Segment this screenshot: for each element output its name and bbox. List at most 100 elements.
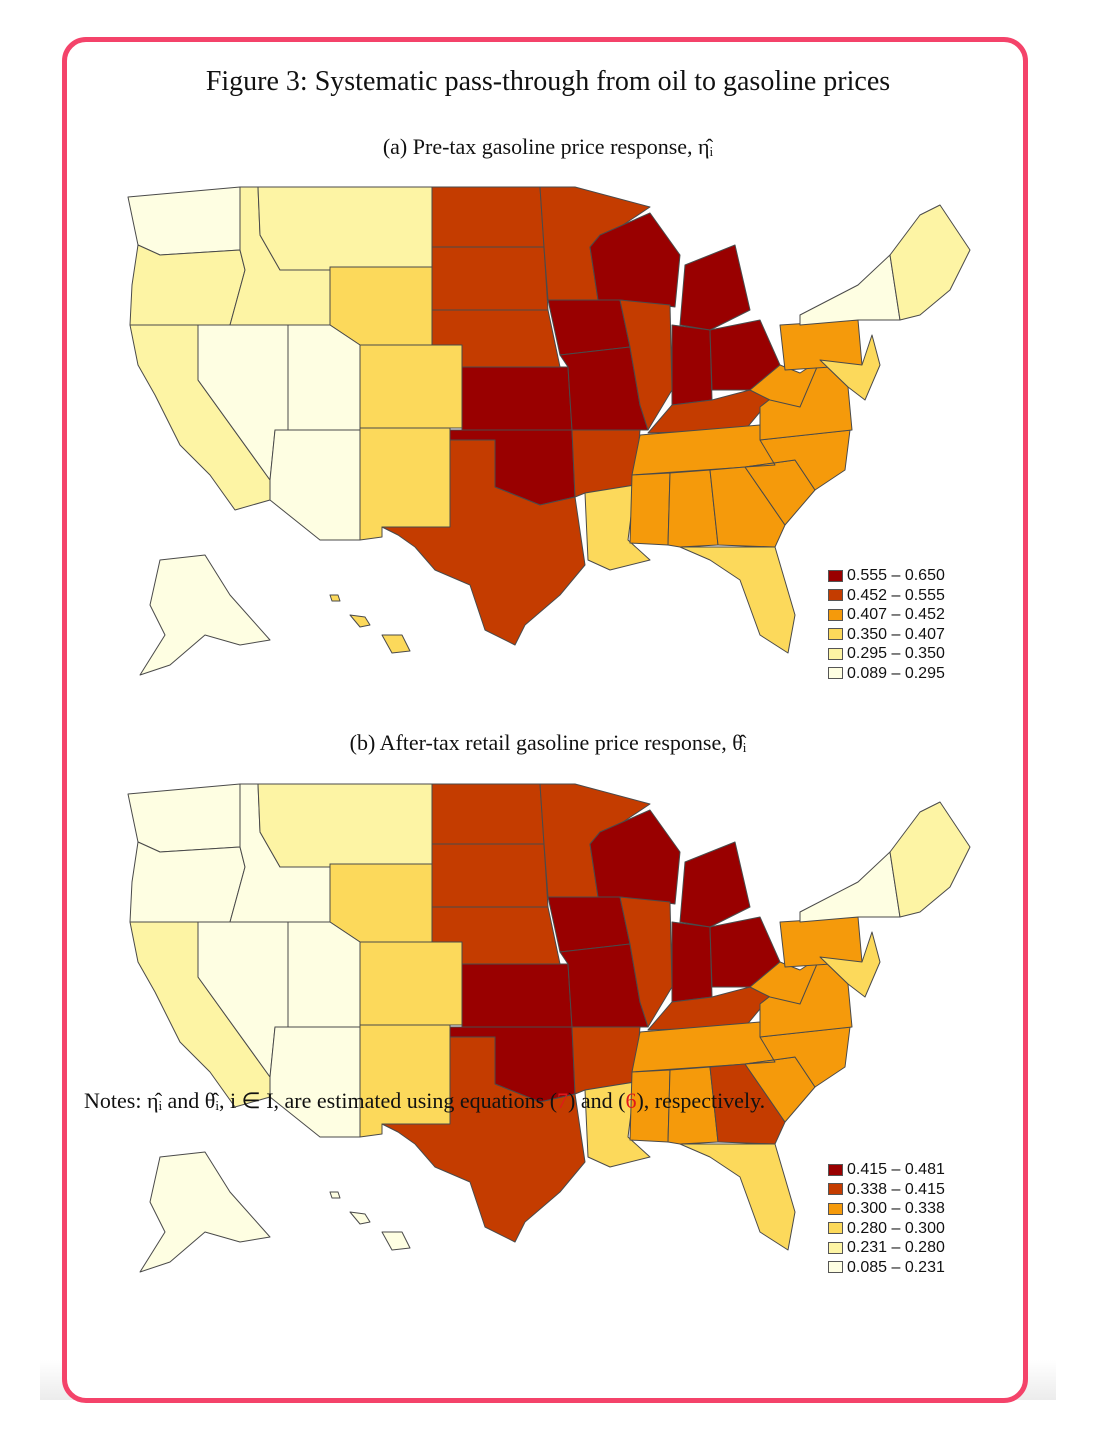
panel-a-state-ak [139, 554, 271, 676]
legend-label: 0.295 – 0.350 [847, 645, 945, 662]
legend-row: 0.407 – 0.452 [828, 605, 945, 625]
panel-b-state-nd [431, 783, 545, 845]
panel-a-state-nd [431, 186, 545, 248]
legend-label: 0.300 – 0.338 [847, 1200, 945, 1217]
panel-a-map [127, 186, 971, 676]
legend-swatch [828, 628, 843, 641]
panel-a-state-mi [679, 244, 751, 331]
legend-row: 0.338 – 0.415 [828, 1180, 945, 1200]
panel-b-state-tx [381, 1036, 586, 1243]
legend-swatch [828, 569, 843, 582]
panel-a-state-sd [431, 246, 549, 311]
legend-label: 0.407 – 0.452 [847, 606, 945, 623]
legend-label: 0.231 – 0.280 [847, 1239, 945, 1256]
legend-swatch [828, 1222, 843, 1235]
legend-swatch [828, 647, 843, 660]
panel-b-state-wy [329, 863, 433, 943]
panel-a-state-ut [287, 324, 361, 431]
legend-swatch [828, 608, 843, 621]
panel-b-state-pa [779, 916, 863, 968]
panel-b-state-ga [709, 1063, 786, 1145]
legend-label: 0.452 – 0.555 [847, 586, 945, 604]
panel-b-state-ut [287, 921, 361, 1028]
panel-b-state-il [619, 896, 673, 1028]
panel-b-caption: (b) After-tax retail gasoline price resp… [349, 730, 747, 755]
legend-row: 0.300 – 0.338 [828, 1199, 945, 1219]
panel-a-caption: (a) Pre-tax gasoline price response, η̂ᵢ [382, 134, 714, 159]
legend-swatch [828, 667, 843, 680]
legend-row: 0.452 – 0.555 [828, 586, 945, 606]
panel-a-state-nm [359, 427, 451, 541]
panel-a-state-hi [329, 594, 411, 654]
panel-a-legend: 0.555 – 0.650 0.452 – 0.555 0.407 – 0.452 0… [828, 566, 945, 683]
notes-prefix: Notes: η̂ᵢ and θ̂ᵢ, i ∈ I, are estimated… [84, 1088, 558, 1113]
panel-b-state-az [269, 1026, 361, 1138]
panel-a-state-in [671, 324, 713, 406]
panel-b-state-fl [679, 1143, 796, 1251]
legend-label: 0.338 – 0.415 [847, 1180, 945, 1198]
panel-a-state-pa [779, 319, 863, 371]
panel-a-state-al [667, 469, 719, 548]
legend-row: 0.085 – 0.231 [828, 1258, 945, 1278]
panel-a-state-ks [461, 366, 573, 431]
panel-b-state-mt [257, 783, 433, 868]
panel-b-state-ia [547, 896, 631, 953]
panel-a-state-il [619, 299, 673, 431]
legend-label: 0.555 – 0.650 [847, 567, 945, 584]
panel-b-state-hi [329, 1191, 411, 1251]
panel-a-state-az [269, 429, 361, 541]
legend-row: 0.295 – 0.350 [828, 644, 945, 664]
panel-b-state-nc [744, 1026, 851, 1088]
legend-row: 0.231 – 0.280 [828, 1238, 945, 1258]
panel-a-state-ia [547, 299, 631, 356]
legend-label: 0.415 – 0.481 [847, 1161, 945, 1178]
legend-row: 0.350 – 0.407 [828, 625, 945, 645]
panel-a-state-wy [329, 266, 433, 346]
panel-b-legend: 0.415 – 0.481 0.338 – 0.415 0.300 – 0.338 0… [828, 1160, 945, 1277]
panel-b-state-mi [679, 841, 751, 928]
legend-label: 0.085 – 0.231 [847, 1258, 945, 1276]
legend-label: 0.350 – 0.407 [847, 625, 945, 643]
panel-b-state-ne-region [889, 801, 971, 918]
legend-swatch [828, 1202, 843, 1215]
legend-row: 0.280 – 0.300 [828, 1219, 945, 1239]
legend-swatch [828, 1261, 843, 1274]
panel-a-state-ga [709, 466, 786, 548]
panel-b-state-sd [431, 843, 549, 908]
panel-a-state-or [129, 244, 246, 326]
panel-a-state-tx [381, 439, 586, 646]
legend-row: 0.089 – 0.295 [828, 664, 945, 684]
notes-middle: ) and ( [568, 1088, 626, 1113]
panel-b-state-ks [461, 963, 573, 1028]
panel-b-state-md-de_nj [819, 931, 881, 998]
equation-ref-6[interactable]: 6 [625, 1088, 637, 1113]
panel-b-state-nm [359, 1024, 451, 1138]
legend-swatch [828, 1183, 843, 1196]
legend-label: 0.089 – 0.295 [847, 664, 945, 682]
panel-b-state-ak [139, 1151, 271, 1273]
panel-a-state-ny [799, 254, 901, 326]
panel-a-state-mt [257, 186, 433, 271]
panel-b-state-co [359, 941, 463, 1026]
legend-swatch [828, 589, 843, 602]
panel-b-state-ny [799, 851, 901, 923]
notes-suffix: ), respectively. [636, 1088, 766, 1113]
panel-a-state-co [359, 344, 463, 429]
equation-ref-7[interactable]: 7 [557, 1088, 569, 1113]
legend-row: 0.555 – 0.650 [828, 566, 945, 586]
panel-b-state-or [129, 841, 246, 923]
panel-a-state-wa [127, 186, 241, 256]
panel-b-map [127, 783, 971, 1273]
panel-a-state-md-de_nj [819, 334, 881, 401]
figure-title: Figure 3: Systematic pass-through from o… [205, 66, 891, 97]
legend-swatch [828, 1163, 843, 1176]
panel-a-state-nc [744, 429, 851, 491]
panel-a-state-fl [679, 546, 796, 654]
panel-b-state-wa [127, 783, 241, 853]
legend-row: 0.415 – 0.481 [828, 1160, 945, 1180]
panel-a-state-ne-region [889, 204, 971, 321]
panel-b-state-in [671, 921, 713, 1003]
legend-swatch [828, 1241, 843, 1254]
legend-label: 0.280 – 0.300 [847, 1219, 945, 1237]
panel-b-state-al [667, 1066, 719, 1145]
